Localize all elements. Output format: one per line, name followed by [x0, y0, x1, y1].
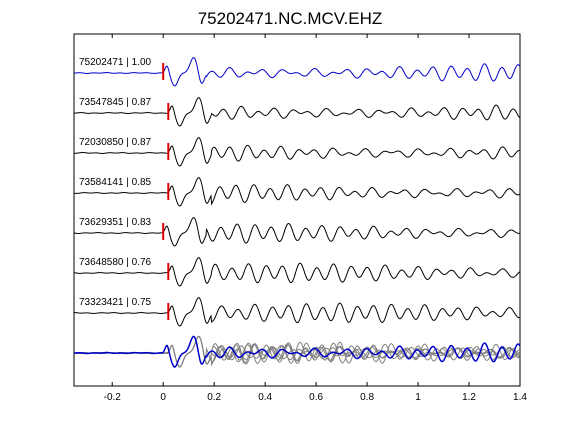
waveform-line	[74, 297, 521, 327]
trace-label: 73648580 | 0.76	[79, 257, 152, 268]
axes-frame	[73, 33, 521, 387]
waveform-line	[73, 57, 521, 87]
trace-73648580: 73648580 | 0.76	[73, 257, 521, 287]
x-tick-label: 1	[415, 392, 421, 403]
x-tick-label: 0.4	[258, 392, 272, 403]
x-tick-label: 0.2	[207, 392, 221, 403]
trace-label: 72030850 | 0.87	[79, 137, 152, 148]
overlay-group	[73, 335, 521, 368]
waveform-line	[73, 137, 521, 167]
waveform-line	[73, 217, 521, 247]
trace-75202471: 75202471 | 1.00	[73, 57, 521, 87]
trace-72030850: 72030850 | 0.87	[73, 137, 521, 167]
x-tick-label: 1.4	[513, 392, 527, 403]
waveform-line	[74, 97, 521, 127]
trace-label: 75202471 | 1.00	[79, 57, 152, 68]
trace-label: 73584141 | 0.85	[79, 177, 152, 188]
trace-73584141: 73584141 | 0.85	[73, 177, 521, 207]
waveform-line	[73, 257, 521, 287]
waveform-line	[73, 177, 521, 207]
traces-group: 75202471 | 1.00 73547845 | 0.87 72030850 |…	[73, 57, 521, 327]
x-tick-label: 0	[160, 392, 166, 403]
trace-label: 73629351 | 0.83	[79, 217, 152, 228]
chart-title: 75202471.NC.MCV.EHZ	[198, 9, 383, 28]
x-tick-label: 0.6	[309, 392, 323, 403]
x-tick-label: 1.2	[462, 392, 476, 403]
trace-label: 73323421 | 0.75	[79, 297, 152, 308]
trace-73323421: 73323421 | 0.75	[74, 297, 521, 327]
x-tick-label: 0.8	[360, 392, 374, 403]
overlay-75202471	[73, 335, 521, 368]
trace-73629351: 73629351 | 0.83	[73, 217, 521, 247]
x-axis: -0.2 0 0.2 0.4 0.6 0.8 1 1.2 1.4	[104, 34, 527, 403]
trace-73547845: 73547845 | 0.87	[74, 97, 521, 127]
trace-label: 73547845 | 0.87	[79, 97, 152, 108]
x-tick-label: -0.2	[104, 392, 122, 403]
